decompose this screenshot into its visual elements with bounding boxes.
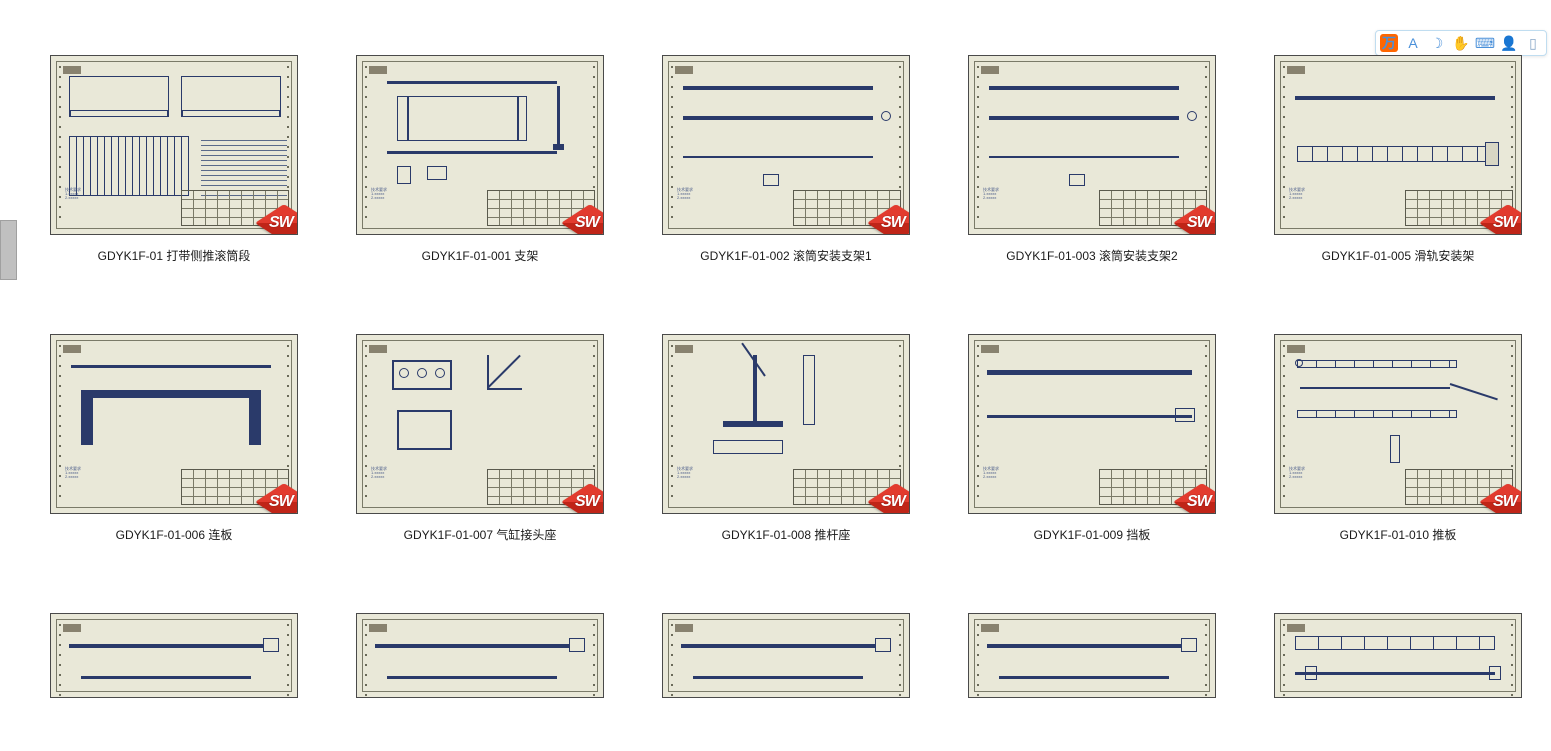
file-thumbnail[interactable]: SW xyxy=(662,613,910,698)
drawing-notes-text xyxy=(677,188,737,206)
file-thumbnail[interactable]: SW GDYK1F-01-009 挡板 xyxy=(968,334,1216,543)
drawing-preview: SW xyxy=(662,55,910,235)
file-thumbnail[interactable]: SW GDYK1F-01-008 推杆座 xyxy=(662,334,910,543)
file-thumbnail[interactable]: SW xyxy=(50,613,298,698)
drawing-preview: SW xyxy=(968,613,1216,698)
file-thumbnail[interactable]: SW GDYK1F-01-006 连板 xyxy=(50,334,298,543)
solidworks-badge-icon: SW xyxy=(569,200,604,235)
drawing-preview: SW xyxy=(1274,55,1522,235)
solidworks-badge-icon: SW xyxy=(875,200,910,235)
drawing-preview: SW xyxy=(968,55,1216,235)
file-thumbnail[interactable]: SW GDYK1F-01-001 支架 xyxy=(356,55,604,264)
file-caption: GDYK1F-01-001 支架 xyxy=(356,247,604,264)
file-caption: GDYK1F-01-002 滚筒安装支架1 xyxy=(662,247,910,264)
drawing-preview: SW xyxy=(662,613,910,698)
drawing-notes-text xyxy=(1289,467,1349,485)
file-thumbnail[interactable]: SW xyxy=(968,613,1216,698)
file-caption: GDYK1F-01-003 滚筒安装支架2 xyxy=(968,247,1216,264)
solidworks-badge-icon: SW xyxy=(263,479,298,514)
drawing-preview: SW xyxy=(1274,334,1522,514)
drawing-notes-text xyxy=(983,467,1043,485)
ime-toolbar: 万 A ☽ ✋ ⌨ 👤 ▯ xyxy=(1375,30,1547,56)
wan-icon[interactable]: 万 xyxy=(1380,34,1398,52)
solidworks-badge-icon: SW xyxy=(1181,200,1216,235)
drawing-preview: SW xyxy=(968,334,1216,514)
file-thumbnail[interactable]: SW xyxy=(356,613,604,698)
hand-icon[interactable]: ✋ xyxy=(1452,34,1470,52)
solidworks-badge-icon: SW xyxy=(569,479,604,514)
file-thumbnail[interactable]: SW GDYK1F-01 打带侧推滚筒段 xyxy=(50,55,298,264)
file-thumbnail[interactable]: SW GDYK1F-01-007 气缸接头座 xyxy=(356,334,604,543)
drawing-notes-text xyxy=(65,467,125,485)
drawing-preview: SW xyxy=(1274,613,1522,698)
drawing-preview: SW xyxy=(356,334,604,514)
letter-a-icon[interactable]: A xyxy=(1404,34,1422,52)
solidworks-badge-icon: SW xyxy=(1487,200,1522,235)
file-caption: GDYK1F-01 打带侧推滚筒段 xyxy=(50,247,298,264)
drawing-preview: SW xyxy=(50,613,298,698)
file-caption: GDYK1F-01-010 推板 xyxy=(1274,526,1522,543)
bar-icon[interactable]: ▯ xyxy=(1524,34,1542,52)
file-caption: GDYK1F-01-008 推杆座 xyxy=(662,526,910,543)
file-caption: GDYK1F-01-005 滑轨安装架 xyxy=(1274,247,1522,264)
drawing-notes-text xyxy=(371,188,431,206)
drawing-notes-text xyxy=(371,467,431,485)
vertical-scrollbar[interactable] xyxy=(0,220,17,280)
file-thumbnail[interactable]: SW GDYK1F-01-005 滑轨安装架 xyxy=(1274,55,1522,264)
solidworks-badge-icon: SW xyxy=(875,479,910,514)
file-caption: GDYK1F-01-007 气缸接头座 xyxy=(356,526,604,543)
drawing-preview: SW xyxy=(50,55,298,235)
drawing-preview: SW xyxy=(356,613,604,698)
drawing-notes-text xyxy=(65,188,125,206)
file-thumbnail[interactable]: SW GDYK1F-01-010 推板 xyxy=(1274,334,1522,543)
thumbnail-grid: SW GDYK1F-01 打带侧推滚筒段 SW GDYK1F-01-001 支架 xyxy=(50,55,1541,698)
solidworks-badge-icon: SW xyxy=(263,200,298,235)
keyboard-icon[interactable]: ⌨ xyxy=(1476,34,1494,52)
file-thumbnail[interactable]: SW GDYK1F-01-003 滚筒安装支架2 xyxy=(968,55,1216,264)
drawing-notes-text xyxy=(677,467,737,485)
solidworks-badge-icon: SW xyxy=(1181,479,1216,514)
file-thumbnail[interactable]: SW GDYK1F-01-002 滚筒安装支架1 xyxy=(662,55,910,264)
drawing-notes-text xyxy=(983,188,1043,206)
drawing-preview: SW xyxy=(50,334,298,514)
file-thumbnail[interactable]: SW xyxy=(1274,613,1522,698)
moon-icon[interactable]: ☽ xyxy=(1428,34,1446,52)
person-icon[interactable]: 👤 xyxy=(1500,34,1518,52)
drawing-notes-text xyxy=(1289,188,1349,206)
solidworks-badge-icon: SW xyxy=(1487,479,1522,514)
drawing-preview: SW xyxy=(662,334,910,514)
file-caption: GDYK1F-01-009 挡板 xyxy=(968,526,1216,543)
file-caption: GDYK1F-01-006 连板 xyxy=(50,526,298,543)
drawing-preview: SW xyxy=(356,55,604,235)
